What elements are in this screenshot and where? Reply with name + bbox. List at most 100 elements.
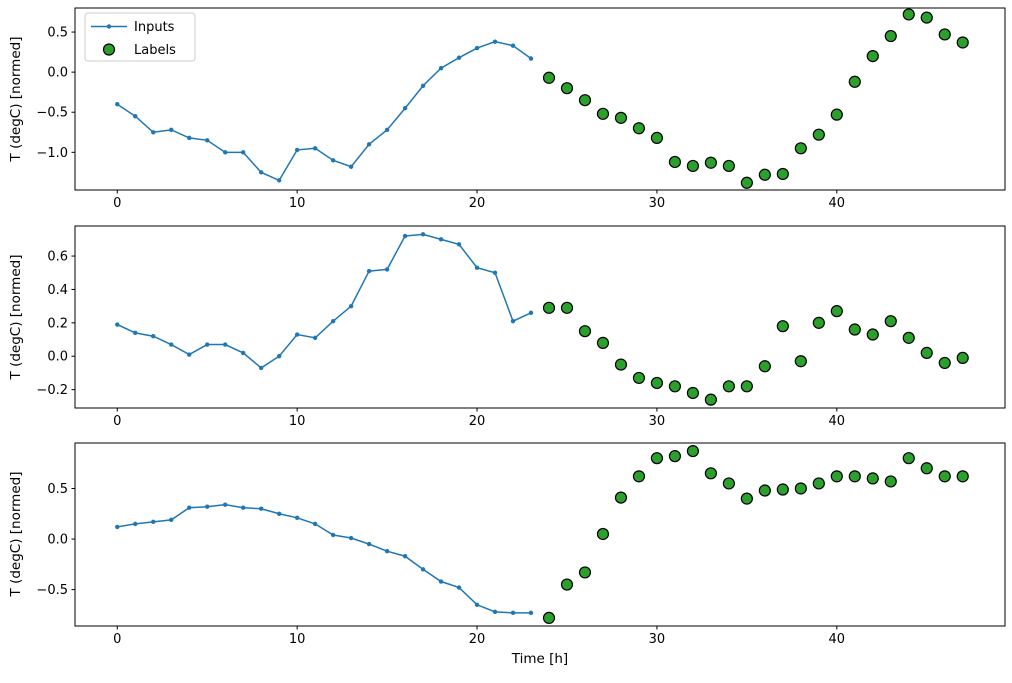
inputs-line xyxy=(116,233,532,369)
inputs-marker xyxy=(240,150,246,155)
x-tick-label: 0 xyxy=(113,196,121,211)
labels-marker xyxy=(632,371,646,385)
labels-marker xyxy=(704,156,717,169)
y-tick-label: 0.5 xyxy=(47,482,68,497)
inputs-marker xyxy=(510,318,516,324)
inputs-marker xyxy=(510,610,516,616)
labels-marker xyxy=(632,122,646,135)
inputs-marker xyxy=(384,267,390,272)
inputs-marker xyxy=(133,330,138,336)
inputs-marker xyxy=(151,334,156,339)
inputs-marker xyxy=(456,55,462,60)
inputs-marker xyxy=(276,511,282,516)
labels-marker xyxy=(794,142,807,155)
x-tick-label: 40 xyxy=(829,414,846,429)
labels-marker xyxy=(758,168,771,181)
labels-marker xyxy=(776,167,789,181)
inputs-marker xyxy=(205,342,210,347)
labels-marker xyxy=(740,492,753,505)
labels-marker xyxy=(614,358,628,371)
labels-marker xyxy=(722,159,735,173)
x-tick-label: 30 xyxy=(649,632,666,647)
inputs-marker xyxy=(151,519,156,525)
labels-marker xyxy=(668,155,682,169)
labels-marker xyxy=(722,380,735,393)
inputs-marker xyxy=(294,147,300,153)
labels-marker xyxy=(830,305,843,318)
inputs-marker xyxy=(223,502,228,507)
inputs-marker xyxy=(348,164,354,169)
inputs-marker xyxy=(402,554,408,559)
series-labels xyxy=(542,444,969,625)
inputs-marker xyxy=(528,56,534,61)
x-tick-label: 20 xyxy=(469,414,486,429)
labels-marker xyxy=(920,11,933,24)
xlabel: Time [h] xyxy=(511,651,568,667)
inputs-marker xyxy=(294,515,300,521)
inputs-marker xyxy=(384,127,390,133)
render-root: 0 10 20 30 40 0.5 0.0 −0.5 −1.0 0 10 20 30 40 0.6 0.4 0.… xyxy=(36,7,1006,647)
axes-frame xyxy=(74,442,1006,627)
inputs-marker xyxy=(492,39,498,44)
labels-marker xyxy=(920,462,933,475)
labels-marker xyxy=(830,470,843,483)
inputs-marker xyxy=(492,609,498,615)
inputs-marker xyxy=(348,535,354,541)
labels-marker xyxy=(686,159,700,173)
legend xyxy=(84,12,196,62)
inputs-marker xyxy=(330,318,336,324)
labels-marker xyxy=(542,611,556,625)
x-tick-label: 20 xyxy=(469,632,486,647)
x-tick-label: 40 xyxy=(829,196,846,211)
inputs-marker xyxy=(187,505,192,510)
inputs-marker xyxy=(474,602,480,607)
y-tick-label: 0.2 xyxy=(47,316,68,331)
axes-frame xyxy=(74,7,1006,191)
labels-marker xyxy=(740,176,753,189)
inputs-marker xyxy=(474,265,480,270)
labels-marker xyxy=(686,386,700,400)
x-tick-label: 0 xyxy=(113,632,121,647)
labels-marker xyxy=(956,470,969,483)
y-tick-label: 0.0 xyxy=(47,66,68,81)
inputs-marker xyxy=(366,541,372,547)
labels-marker xyxy=(596,107,610,120)
inputs-marker xyxy=(151,130,156,135)
inputs-marker xyxy=(330,158,336,163)
labels-marker xyxy=(758,360,771,373)
labels-marker xyxy=(560,578,574,591)
labels-marker xyxy=(560,301,574,314)
inputs-marker xyxy=(510,43,516,48)
subplot-1: 0 10 20 30 40 0.5 0.0 −0.5 −1.0 xyxy=(36,7,1006,211)
labels-marker xyxy=(866,50,879,63)
inputs-line xyxy=(117,503,532,614)
subplot-2: 0 10 20 30 40 0.6 0.4 0.2 0.0 −0.2 xyxy=(36,225,1006,429)
labels-marker xyxy=(884,315,897,328)
labels-marker xyxy=(560,82,574,95)
inputs-marker xyxy=(492,270,498,275)
labels-marker xyxy=(668,450,682,463)
inputs-marker xyxy=(187,352,192,357)
labels-marker xyxy=(578,94,592,107)
labels-marker xyxy=(848,75,861,88)
series-labels xyxy=(542,8,969,189)
inputs-marker xyxy=(366,142,372,147)
inputs-marker xyxy=(420,83,426,88)
labels-marker xyxy=(812,128,825,141)
x-tick-label: 10 xyxy=(289,414,306,429)
labels-marker xyxy=(668,380,682,393)
labels-marker xyxy=(884,29,897,43)
y-tick-label: −0.5 xyxy=(36,106,68,121)
inputs-marker xyxy=(402,106,408,111)
labels-marker xyxy=(542,71,556,84)
labels-marker xyxy=(650,452,664,465)
inputs-marker xyxy=(384,548,390,554)
labels-marker xyxy=(812,316,825,329)
labels-marker xyxy=(920,346,933,359)
y-tick-label: 0.6 xyxy=(47,250,68,265)
x-tick-label: 30 xyxy=(649,414,666,429)
inputs-marker xyxy=(276,178,282,183)
x-tick-label: 10 xyxy=(289,196,306,211)
